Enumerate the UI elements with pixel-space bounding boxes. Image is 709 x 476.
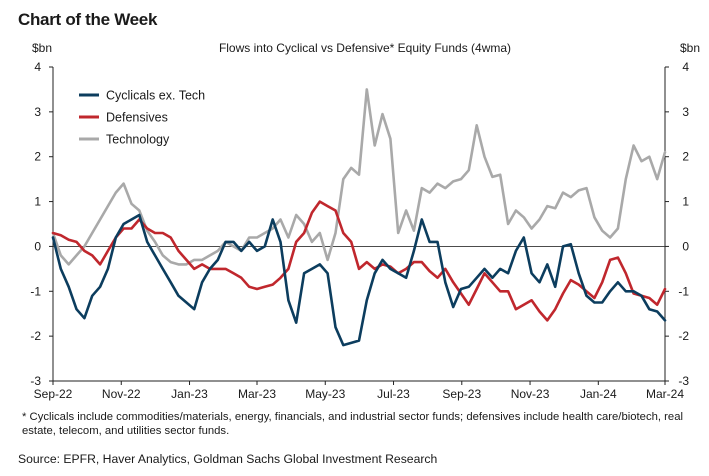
left-tick-label: 1 (34, 195, 41, 209)
legend-label-cyclicals: Cyclicals ex. Tech (106, 89, 205, 103)
left-tick-label: 4 (34, 60, 41, 74)
series-line-technology (51, 88, 667, 266)
chart-of-the-week-header: Chart of the Week (18, 10, 158, 29)
right-axis-unit: $bn (680, 41, 700, 55)
x-tick-label: Sep-23 (442, 387, 481, 401)
right-tick-label: 0 (682, 239, 689, 253)
left-tick-label: 0 (34, 239, 41, 253)
series-line-defensives (51, 200, 667, 322)
x-tick-label: May-23 (305, 387, 345, 401)
source-note: Source: EPFR, Haver Analytics, Goldman S… (18, 452, 438, 466)
series-layer (51, 88, 667, 347)
right-tick-label: 3 (682, 105, 689, 119)
legend-label-technology: Technology (106, 133, 170, 147)
chart-title: Flows into Cyclical vs Defensive* Equity… (219, 41, 511, 55)
right-tick-label: 1 (682, 195, 689, 209)
x-tick-label: Nov-22 (102, 387, 141, 401)
x-tick-label: Jan-24 (580, 387, 617, 401)
x-tick-label: Mar-24 (646, 387, 684, 401)
left-axis-unit: $bn (32, 41, 52, 55)
legend: Cyclicals ex. Tech Defensives Technology (79, 89, 205, 147)
left-tick-label: -3 (30, 374, 41, 388)
legend-label-defensives: Defensives (106, 111, 168, 125)
right-tick-label: -2 (678, 329, 689, 343)
footnote: * Cyclicals include commodities/material… (22, 411, 683, 437)
right-tick-label: 4 (682, 60, 689, 74)
left-tick-label: -1 (30, 284, 41, 298)
x-tick-label: Sep-22 (34, 387, 73, 401)
x-tick-label: Nov-23 (511, 387, 550, 401)
series-line-cyclicals (51, 213, 667, 347)
x-tick-label: Mar-23 (238, 387, 276, 401)
x-tick-label: Jan-23 (171, 387, 208, 401)
line-chart: Flows into Cyclical vs Defensive* Equity… (30, 41, 700, 401)
right-tick-label: -1 (678, 284, 689, 298)
left-tick-label: 2 (34, 150, 41, 164)
left-tick-label: 3 (34, 105, 41, 119)
right-tick-label: 2 (682, 150, 689, 164)
right-tick-label: -3 (678, 374, 689, 388)
left-tick-label: -2 (30, 329, 41, 343)
x-tick-label: Jul-23 (377, 387, 410, 401)
